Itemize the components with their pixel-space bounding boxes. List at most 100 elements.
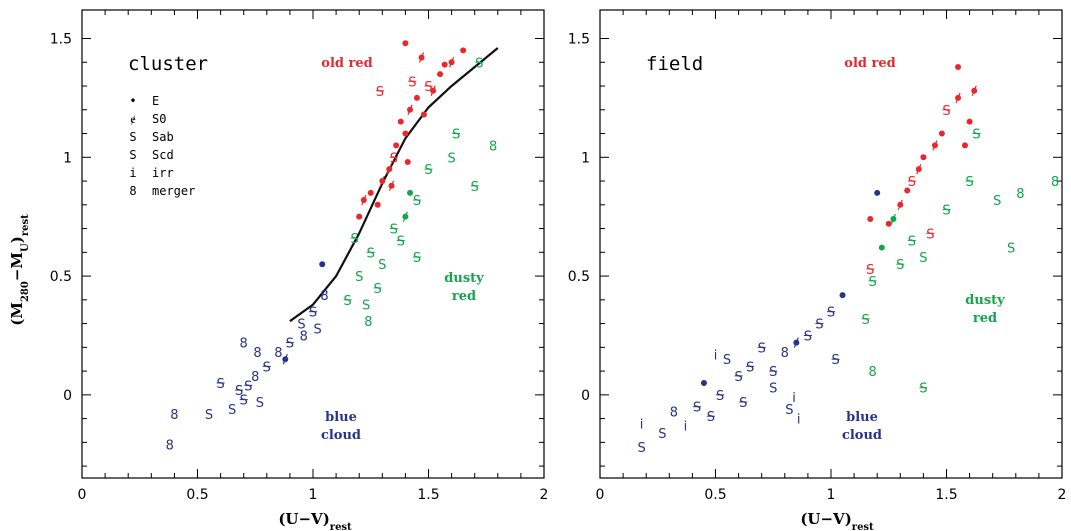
point-scd: S xyxy=(658,427,666,442)
point-scd: S xyxy=(769,382,777,397)
point-s0 xyxy=(282,353,289,365)
x-tick-label: 1.5 xyxy=(935,487,957,503)
point-sab: S xyxy=(263,360,271,375)
point-sab: S xyxy=(374,282,382,297)
point-e xyxy=(413,94,420,101)
point-e xyxy=(402,130,409,137)
point-sab: S xyxy=(309,306,317,321)
point-merger: 8 xyxy=(251,370,259,385)
point-s0 xyxy=(379,175,386,187)
point-scd: S xyxy=(362,299,370,314)
point-scd: S xyxy=(637,441,645,456)
point-scd: S xyxy=(378,258,386,273)
legend-glyph: i xyxy=(129,166,136,180)
point-sab: S xyxy=(896,258,904,273)
point-scd: S xyxy=(1007,242,1015,257)
point-scd: S xyxy=(355,270,363,285)
y-axis-label: (M280−MU)rest xyxy=(8,214,31,326)
point-sab: S xyxy=(413,251,421,266)
x-tick-label: 1.5 xyxy=(417,487,439,503)
point-sab: S xyxy=(831,353,839,368)
point-sab: S xyxy=(965,175,973,190)
label-dusty: dusty xyxy=(444,271,484,286)
point-sab: S xyxy=(919,382,927,397)
point-sab: S xyxy=(235,384,243,399)
point-e xyxy=(437,71,444,78)
point-e xyxy=(961,142,968,149)
legend-label: Sab xyxy=(152,130,174,144)
point-e xyxy=(397,118,404,125)
point-e xyxy=(404,159,411,166)
point-sab: S xyxy=(746,360,754,375)
point-e xyxy=(904,187,911,194)
point-sab: S xyxy=(376,85,384,100)
point-sab: S xyxy=(908,175,916,190)
point-e xyxy=(839,292,846,299)
y-tick-label: 1 xyxy=(581,150,590,166)
label-old-red: old red xyxy=(844,56,895,71)
point-sab: S xyxy=(926,227,934,242)
point-irr: i xyxy=(792,391,796,406)
point-sab: S xyxy=(350,232,358,247)
point-e xyxy=(966,118,973,125)
panel-title: cluster xyxy=(128,53,208,75)
point-e xyxy=(374,201,381,208)
point-s0 xyxy=(418,52,425,63)
point-sab: S xyxy=(972,128,980,143)
point-s0 xyxy=(793,337,800,348)
point-s0 xyxy=(897,199,904,211)
point-sab: S xyxy=(942,104,950,119)
point-e xyxy=(402,40,409,47)
point-e xyxy=(319,261,326,268)
x-tick-label: 0 xyxy=(596,487,605,503)
point-e xyxy=(356,213,363,220)
legend-label: E xyxy=(152,94,159,108)
point-irr: i xyxy=(797,413,801,428)
point-sab: S xyxy=(413,194,421,209)
point-merger: 8 xyxy=(253,346,261,361)
y-tick-label: 0.5 xyxy=(568,269,590,285)
point-sab: S xyxy=(707,410,715,425)
point-merger: 8 xyxy=(670,405,678,420)
point-s0 xyxy=(931,140,938,151)
label-blue-cloud: cloud xyxy=(842,428,882,443)
point-s0 xyxy=(915,163,922,175)
x-tick-label: 2 xyxy=(1058,487,1067,503)
point-e xyxy=(700,379,707,386)
point-s0 xyxy=(448,57,455,68)
point-sab: S xyxy=(475,56,483,71)
point-sab: S xyxy=(344,294,352,309)
point-irr: i xyxy=(684,420,688,435)
point-merger: 8 xyxy=(364,315,372,330)
label-dusty-red: red xyxy=(973,311,997,326)
point-sab: S xyxy=(734,370,742,385)
x-tick-label: 0.5 xyxy=(186,487,208,503)
point-sab: S xyxy=(240,394,248,409)
point-sab: S xyxy=(286,337,294,352)
point-e xyxy=(420,111,427,118)
point-sab: S xyxy=(868,275,876,290)
point-merger: 8 xyxy=(300,329,308,344)
x-axis-label-right: (U−V)rest xyxy=(800,510,874,531)
legend-glyph: • xyxy=(129,94,136,108)
point-e xyxy=(878,244,885,251)
point-irr: i xyxy=(640,417,644,432)
point-sab: S xyxy=(216,377,224,392)
y-tick-label: 1 xyxy=(63,150,72,166)
x-axis-label-left: (U−V)rest xyxy=(278,510,352,531)
point-sab: S xyxy=(390,151,398,166)
label-dusty: dusty xyxy=(965,293,1005,308)
point-e xyxy=(407,189,414,196)
legend-label: S0 xyxy=(152,112,166,126)
point-sab: S xyxy=(804,329,812,344)
x-tick-label: 1 xyxy=(309,487,318,503)
legend-glyph: S xyxy=(129,130,136,144)
point-irr: i xyxy=(714,348,718,363)
point-scd: S xyxy=(785,403,793,418)
point-sab: S xyxy=(471,180,479,195)
x-tick-label: 0 xyxy=(78,487,87,503)
point-scd: S xyxy=(205,408,213,423)
point-s0 xyxy=(360,194,367,206)
point-merger: 8 xyxy=(170,408,178,423)
point-sab: S xyxy=(716,389,724,404)
